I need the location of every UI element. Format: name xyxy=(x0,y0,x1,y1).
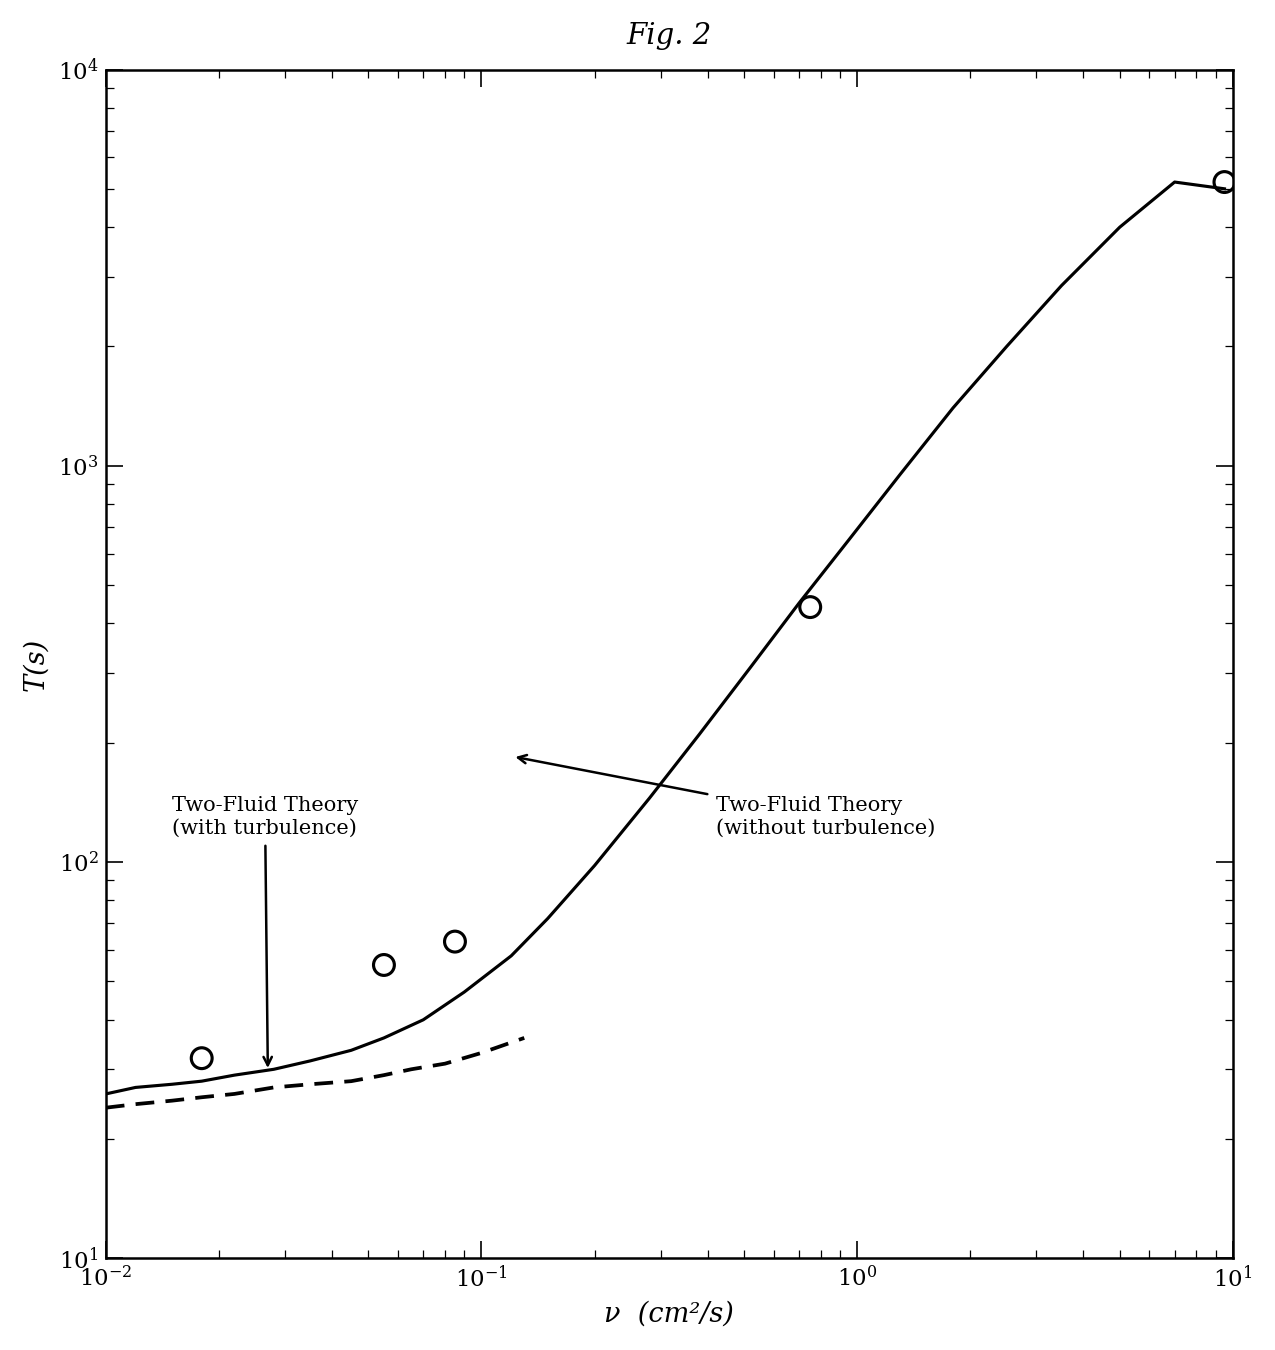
Text: Two-Fluid Theory
(with turbulence): Two-Fluid Theory (with turbulence) xyxy=(172,796,358,1065)
X-axis label: ν  (cm²/s): ν (cm²/s) xyxy=(604,1300,734,1327)
Point xyxy=(799,597,820,618)
Point xyxy=(1214,171,1234,193)
Title: Fig. 2: Fig. 2 xyxy=(627,23,711,50)
Point xyxy=(191,1048,212,1069)
Point xyxy=(445,930,465,952)
Y-axis label: T(s): T(s) xyxy=(23,637,50,691)
Point xyxy=(374,954,394,976)
Text: Two-Fluid Theory
(without turbulence): Two-Fluid Theory (without turbulence) xyxy=(518,755,935,837)
